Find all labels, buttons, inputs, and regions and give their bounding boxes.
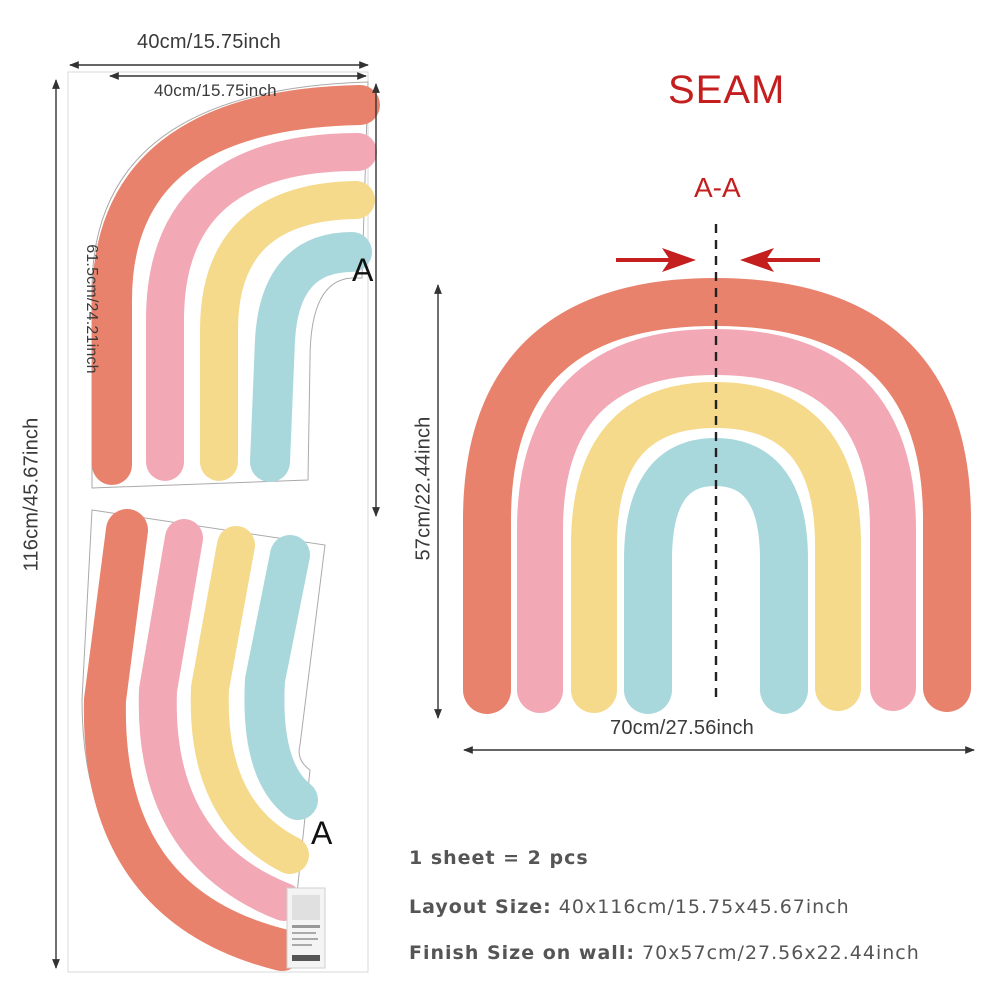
finish-height-label: 57cm/22.44inch <box>412 416 435 561</box>
piece-height-label: 61.5cm/24.21inch <box>83 244 100 374</box>
finish-size-spec: Finish Size on wall: 70x57cm/27.56x22.44… <box>409 942 920 964</box>
layout-size-label: Layout Size: <box>409 896 552 918</box>
finish-size-value: 70x57cm/27.56x22.44inch <box>641 942 920 964</box>
seam-marker-bottom: A <box>311 815 333 851</box>
seam-title: SEAM <box>668 68 786 112</box>
finish-width-label: 70cm/27.56inch <box>610 717 755 739</box>
quantity-spec: 1 sheet = 2 pcs <box>409 847 589 869</box>
section-label: A-A <box>694 172 741 203</box>
seam-right-arrow <box>740 248 820 272</box>
seam-marker-top: A <box>352 252 374 288</box>
sheet-height-label: 116cm/45.67inch <box>20 417 43 572</box>
finish-size-label: Finish Size on wall: <box>409 942 635 964</box>
layout-size-value: 40x116cm/15.75x45.67inch <box>558 896 850 918</box>
sheet-width-label: 40cm/15.75inch <box>137 31 282 53</box>
layout-size-spec: Layout Size: 40x116cm/15.75x45.67inch <box>409 896 850 918</box>
seam-left-arrow <box>616 248 696 272</box>
bottom-piece-bands <box>83 509 318 971</box>
piece-width-label: 40cm/15.75inch <box>154 81 277 100</box>
product-tag-image <box>286 887 326 969</box>
top-piece-bands <box>92 85 380 485</box>
